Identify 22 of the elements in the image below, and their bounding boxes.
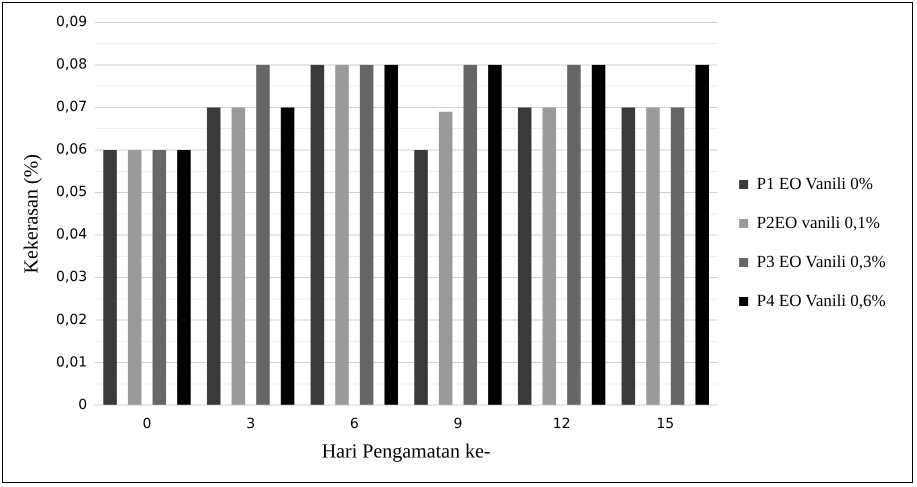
x-tick-label: 6: [350, 416, 359, 432]
y-tick-label: 0,04: [56, 226, 88, 243]
legend-label: P4 EO Vanili 0,6%: [756, 290, 886, 310]
x-tick-label: 0: [142, 416, 152, 432]
y-tick-label: 0,08: [56, 56, 88, 73]
x-tick-label: 12: [552, 416, 571, 432]
y-tick-label: 0,09: [56, 14, 88, 30]
legend-label: P1 EO Vanili 0%: [756, 174, 873, 193]
legend-label: P2EO vanili 0,1%: [756, 212, 880, 232]
x-axis-title: Hari Pengamatan ke-: [322, 440, 491, 462]
x-tick-label: 9: [454, 416, 462, 432]
y-tick-label: 0,01: [56, 354, 88, 370]
y-tick-label: 0,06: [56, 142, 88, 158]
y-tick-label: 0,02: [56, 312, 88, 328]
x-tick-label: 15: [656, 416, 674, 432]
y-tick-label: 0,05: [56, 184, 88, 200]
y-tick-label: 0: [78, 396, 88, 413]
y-axis-title: Kekerasan (%): [20, 154, 42, 274]
x-tick-label: 3: [246, 416, 256, 432]
y-tick-label: 0,03: [56, 269, 88, 286]
y-tick-label: 0,07: [56, 99, 88, 116]
legend-label: P3 EO Vanili 0,3%: [756, 252, 886, 271]
